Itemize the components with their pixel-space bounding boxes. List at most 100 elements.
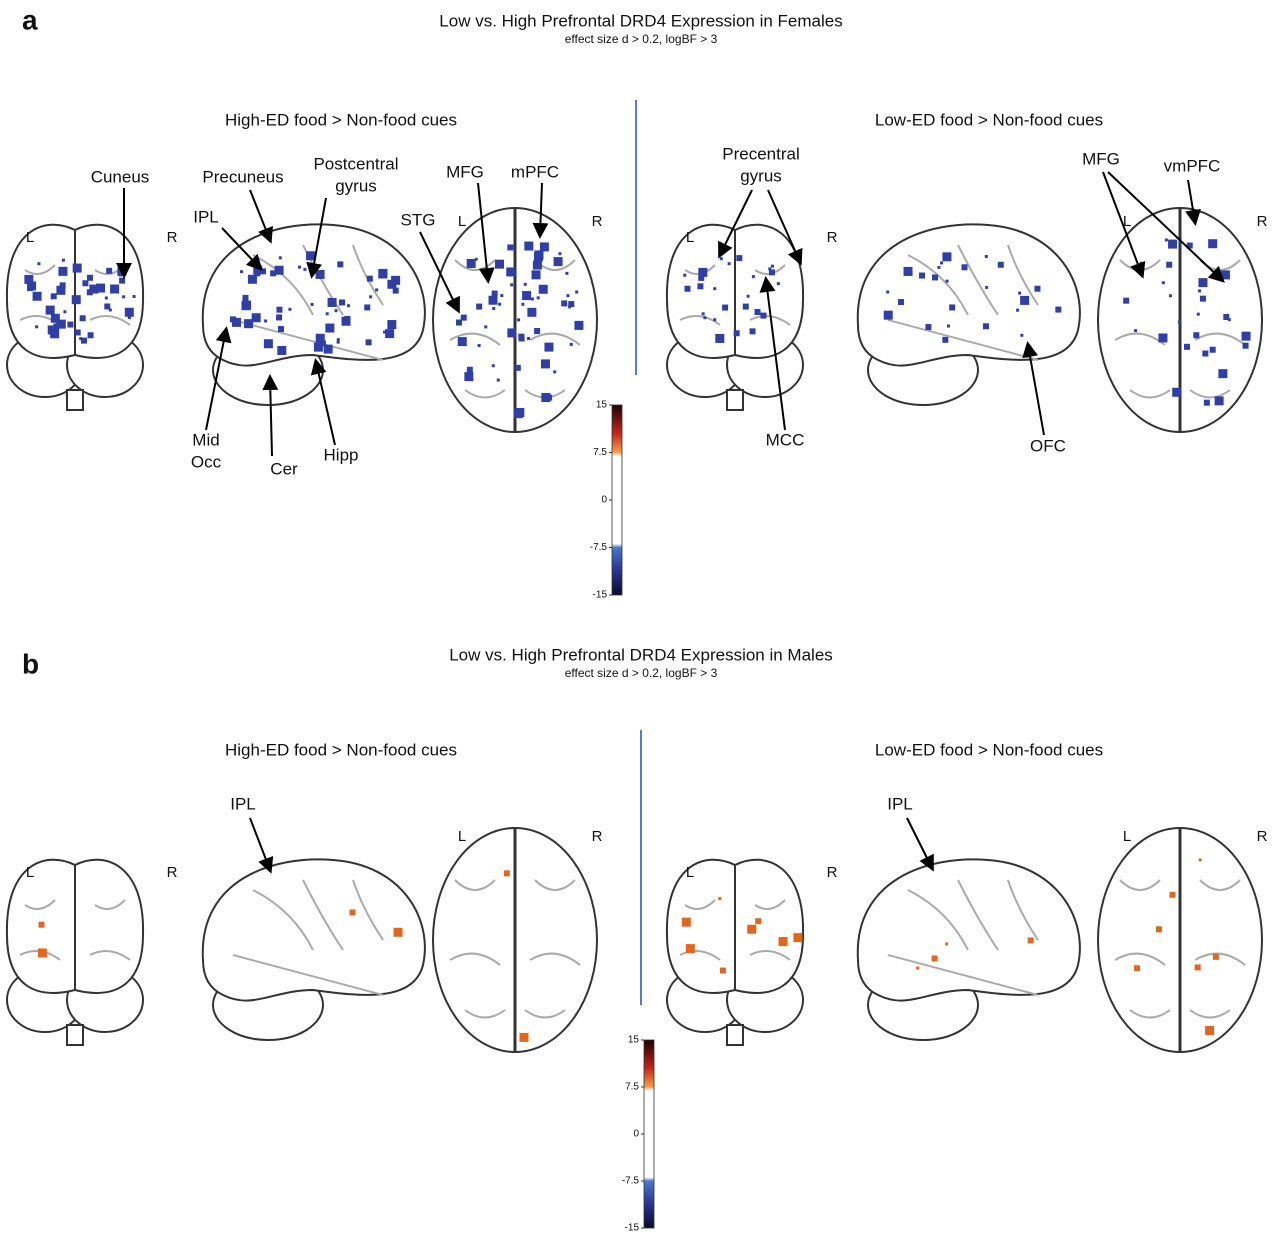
activation-blob xyxy=(886,291,889,294)
activation-blob xyxy=(1205,1026,1214,1035)
brainstem xyxy=(67,1025,83,1045)
activation-blob xyxy=(328,298,337,307)
annotation: IPL xyxy=(230,794,256,813)
activation-blob xyxy=(1178,321,1181,324)
activation-blob xyxy=(570,343,573,346)
activation-blob xyxy=(387,280,396,289)
activation-blob xyxy=(504,870,510,876)
annotation-arrow xyxy=(250,190,270,240)
activation-blob xyxy=(527,308,536,317)
activation-blob xyxy=(537,296,540,299)
cerebrum xyxy=(858,859,1080,1000)
activation-blob xyxy=(514,409,523,418)
cerebrum xyxy=(203,859,425,1000)
activation-blob xyxy=(109,308,112,311)
activation-blob xyxy=(476,304,482,310)
activation-blob xyxy=(303,268,306,271)
activation-blob xyxy=(88,332,94,338)
activation-blob xyxy=(1162,281,1165,284)
activation-blob xyxy=(1200,296,1206,302)
activation-blob xyxy=(37,262,40,265)
brainstem xyxy=(727,1025,743,1045)
activation-blob xyxy=(366,339,372,345)
activation-blob xyxy=(761,313,767,319)
activation-blob xyxy=(519,1033,528,1042)
activation-blob xyxy=(252,313,261,322)
activation-blob xyxy=(1165,238,1168,241)
activation-blob xyxy=(96,284,105,293)
panel-title: Low vs. High Prefrontal DRD4 Expression … xyxy=(449,645,833,664)
activation-blob xyxy=(524,283,527,286)
activation-blob xyxy=(467,259,476,268)
activation-blob xyxy=(79,337,82,340)
annotation: Cer xyxy=(270,459,298,478)
annotation: Precuneus xyxy=(202,167,283,186)
activation-blob xyxy=(985,286,988,289)
activation-blob xyxy=(347,304,350,307)
activation-blob xyxy=(133,295,136,298)
activation-blob xyxy=(484,325,487,328)
activation-blob xyxy=(106,268,112,274)
colorbar-tick-label: 15 xyxy=(596,400,608,411)
activation-blob xyxy=(720,257,723,260)
activation-blob xyxy=(575,291,578,294)
brainstem xyxy=(67,390,83,410)
activation-blob xyxy=(750,328,756,334)
activation-blob xyxy=(306,251,315,260)
side-label: R xyxy=(1257,213,1268,230)
activation-blob xyxy=(532,270,541,279)
activation-blob xyxy=(698,268,707,277)
activation-blob xyxy=(565,272,568,275)
activation-blob xyxy=(492,307,495,310)
activation-blob xyxy=(942,337,948,343)
activation-blob xyxy=(510,283,513,286)
colorbar-tick-label: 7.5 xyxy=(625,1082,639,1093)
activation-blob xyxy=(946,280,949,283)
activation-blob xyxy=(1028,937,1034,943)
activation-blob xyxy=(521,303,524,306)
activation-blob xyxy=(937,266,940,269)
activation-blob xyxy=(942,252,951,261)
activation-blob xyxy=(275,266,284,275)
activation-blob xyxy=(110,284,119,293)
activation-blob xyxy=(715,334,724,343)
activation-blob xyxy=(478,344,481,347)
activation-blob xyxy=(1242,332,1251,341)
activation-blob xyxy=(316,334,325,343)
activation-blob xyxy=(260,268,266,274)
activation-blob xyxy=(527,337,530,340)
activation-blob xyxy=(75,329,81,335)
activation-blob xyxy=(718,897,721,900)
activation-blob xyxy=(67,322,73,328)
activation-blob xyxy=(777,282,780,285)
colorbar-tick-label: 0 xyxy=(601,495,607,506)
side-label: L xyxy=(458,213,466,230)
activation-blob xyxy=(326,312,329,315)
panel-subtitle: effect size d > 0.2, logBF > 3 xyxy=(565,32,718,46)
activation-blob xyxy=(702,312,705,315)
activation-blob xyxy=(316,270,325,279)
activation-blob xyxy=(35,325,38,328)
activation-blob xyxy=(1055,307,1061,313)
activation-blob xyxy=(1199,858,1202,861)
side-label: L xyxy=(686,864,694,881)
activation-blob xyxy=(1020,296,1029,305)
activation-blob xyxy=(932,274,938,280)
activation-blob xyxy=(898,299,904,305)
activation-blob xyxy=(755,309,761,315)
activation-blob xyxy=(720,968,726,974)
activation-blob xyxy=(541,359,550,368)
activation-blob xyxy=(337,341,340,344)
activation-blob xyxy=(298,266,301,269)
activation-blob xyxy=(62,259,65,262)
annotation: mPFC xyxy=(511,162,559,181)
activation-blob xyxy=(497,379,500,382)
activation-blob xyxy=(458,337,467,346)
activation-blob xyxy=(58,267,67,276)
annotation: Precentral xyxy=(722,144,799,163)
activation-blob xyxy=(949,304,955,310)
activation-blob xyxy=(522,291,531,300)
activation-blob xyxy=(755,918,761,924)
activation-blob xyxy=(311,303,314,306)
panel-letter: a xyxy=(22,4,38,35)
